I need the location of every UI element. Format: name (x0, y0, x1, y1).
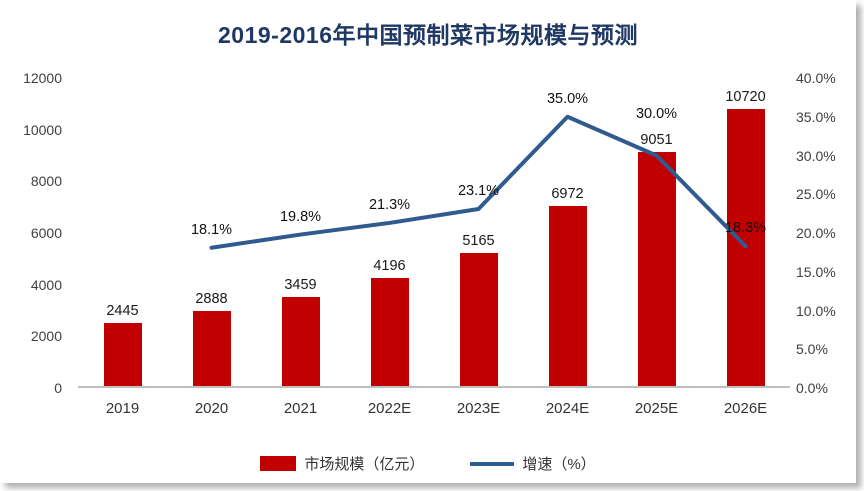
bar-2021 (281, 296, 320, 386)
growth-rate-label: 21.3% (368, 196, 411, 213)
left-axis-tick: 12000 (23, 70, 62, 86)
bar-value-label: 6972 (551, 185, 584, 202)
right-axis-tick: 25.0% (796, 186, 836, 203)
plot-area: 2445 2888 3459 4196 5165 6972 9051 10720 2019 202… (78, 78, 790, 417)
right-axis-tick: 30.0% (796, 147, 836, 164)
x-axis-label: 2022E (367, 400, 412, 417)
legend-bar-swatch (260, 456, 297, 471)
bar-value-label: 3459 (284, 276, 317, 293)
right-axis-tick: 20.0% (796, 225, 836, 241)
growth-rate-label: 35.0% (546, 90, 589, 107)
growth-rate-label: 30.0% (635, 106, 678, 123)
x-axis-label: 2025E (634, 400, 679, 417)
left-axis-tick: 8000 (30, 173, 62, 190)
legend-item-growth-rate: 增速（%） (470, 453, 596, 474)
chart-card: 2019-2016年中国预制菜市场规模与预测 0 2000 4000 6000 8000… (0, 22, 856, 474)
x-axis-label: 2024E (545, 400, 590, 417)
right-axis-tick: 15.0% (796, 263, 836, 280)
bar-2019 (103, 322, 142, 386)
legend-item-market-size: 市场规模（亿元） (260, 453, 424, 474)
bar-2025E (637, 152, 676, 386)
bar-value-label: 9051 (640, 132, 673, 149)
x-axis-label: 2020 (194, 400, 229, 417)
right-axis: 0.0% 5.0% 10.0% 15.0% 20.0% 25.0% 30.0% 35.0% 40… (796, 70, 856, 396)
legend-line-swatch (470, 461, 515, 466)
bar-2023E (459, 252, 498, 386)
bar-value-label: 10720 (725, 89, 766, 106)
growth-rate-label: 18.1% (190, 221, 233, 238)
legend: 市场规模（亿元） 增速（%） (0, 453, 856, 474)
x-axis-label: 2021 (283, 400, 318, 417)
right-axis-tick: 40.0% (796, 70, 836, 86)
growth-rate-label: 19.8% (279, 208, 322, 225)
bar-value-label: 5165 (462, 232, 495, 249)
growth-rate-label: 23.1% (457, 182, 500, 199)
bar-value-label: 2888 (195, 291, 228, 308)
bar-2024E (548, 205, 587, 386)
left-axis-tick: 0 (54, 380, 62, 396)
bar-2026E (726, 109, 765, 386)
bar-2022E (370, 277, 409, 386)
legend-line-label: 增速（%） (522, 456, 596, 473)
bar-2020 (192, 311, 231, 386)
legend-bar-label: 市场规模（亿元） (304, 456, 425, 473)
chart-title: 2019-2016年中国预制菜市场规模与预测 (218, 22, 638, 48)
left-axis-tick: 4000 (30, 276, 62, 293)
x-axis-label: 2019 (105, 400, 140, 417)
right-axis-tick: 35.0% (796, 108, 836, 125)
growth-rate-label: 18.3% (724, 220, 767, 237)
x-axis-label: 2026E (723, 400, 768, 417)
left-axis-tick: 6000 (30, 225, 62, 241)
right-axis-tick: 5.0% (796, 341, 828, 358)
right-axis-tick: 0.0% (796, 380, 828, 396)
left-axis-tick: 10000 (23, 121, 62, 138)
right-axis-tick: 10.0% (796, 302, 836, 319)
x-axis-label: 2023E (456, 400, 501, 417)
bar-value-label: 2445 (106, 302, 139, 319)
chart-area: 0 2000 4000 6000 8000 10000 12000 2445 2888 3459… (0, 70, 856, 433)
left-axis: 0 2000 4000 6000 8000 10000 12000 (0, 70, 70, 396)
bar-value-label: 4196 (373, 257, 406, 274)
left-axis-tick: 2000 (30, 328, 62, 345)
